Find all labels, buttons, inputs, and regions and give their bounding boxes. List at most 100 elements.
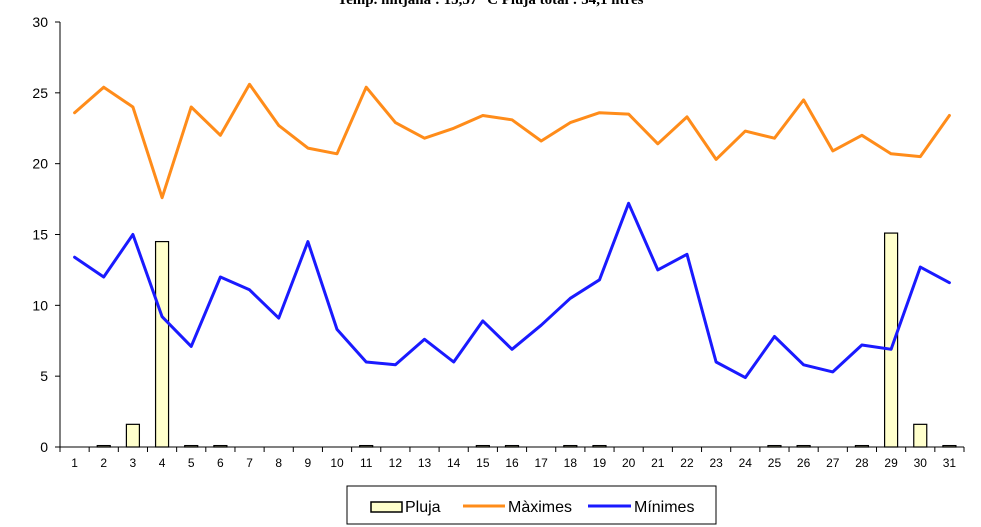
x-tick-label: 19 — [593, 456, 607, 470]
point-maximes-day-12 — [394, 363, 397, 367]
bar-pluja-day-4 — [154, 240, 170, 448]
legend: Pluja Màximes Mínimes — [346, 485, 717, 525]
x-tick-label: 21 — [651, 456, 665, 470]
y-tick-label: 20 — [32, 156, 48, 172]
series-line-minimes — [73, 82, 951, 200]
lines — [73, 82, 951, 380]
point-minimes-day-13 — [423, 136, 426, 140]
x-tick-label: 29 — [884, 456, 898, 470]
legend-label-maximes: Màximes — [508, 499, 572, 516]
bar-pluja-day-2 — [96, 444, 111, 448]
point-minimes-day-20 — [627, 112, 630, 116]
point-minimes-day-5 — [190, 105, 193, 109]
point-maximes-day-24 — [744, 376, 747, 379]
point-maximes-day-22 — [685, 253, 689, 256]
y-tick-label: 10 — [32, 297, 48, 313]
point-minimes-day-25 — [773, 136, 776, 140]
point-minimes-day-3 — [131, 105, 135, 109]
x-tick-label: 17 — [534, 456, 548, 470]
point-maximes-day-13 — [423, 338, 426, 341]
x-tick-label: 2 — [100, 456, 107, 470]
x-tick-label: 26 — [797, 456, 811, 470]
point-minimes-day-1 — [73, 111, 76, 114]
point-minimes-day-29 — [889, 152, 893, 155]
y-tick-label: 30 — [32, 14, 48, 30]
point-minimes-day-4 — [160, 196, 164, 199]
point-maximes-day-17 — [539, 323, 543, 327]
point-minimes-day-16 — [510, 118, 514, 121]
point-maximes-day-19 — [598, 278, 601, 282]
y-tick-label: 5 — [40, 368, 48, 384]
x-tick-label: 16 — [505, 456, 519, 470]
point-minimes-day-2 — [102, 85, 105, 89]
point-maximes-day-7 — [248, 288, 251, 291]
point-minimes-day-9 — [306, 146, 310, 150]
x-tick-label: 1 — [71, 456, 78, 470]
x-tick-label: 9 — [305, 456, 312, 470]
x-tick-label: 6 — [217, 456, 224, 470]
x-tick-label: 24 — [739, 456, 753, 470]
bar-pluja-day-25 — [767, 444, 782, 448]
point-maximes-day-16 — [510, 348, 514, 351]
x-tick-label: 30 — [914, 456, 928, 470]
point-minimes-day-11 — [364, 85, 368, 89]
point-maximes-day-9 — [306, 240, 310, 243]
point-maximes-day-14 — [452, 360, 455, 364]
x-tick-label: 28 — [855, 456, 869, 470]
bar-pluja-day-15 — [475, 444, 490, 448]
point-minimes-day-21 — [656, 142, 660, 146]
bar-pluja-day-5 — [184, 444, 199, 448]
bar-pluja-day-31 — [942, 444, 957, 448]
point-minimes-day-6 — [219, 134, 222, 137]
point-maximes-day-26 — [802, 363, 805, 367]
bar-pluja-day-30 — [913, 423, 928, 448]
series-line-maximes — [73, 201, 951, 380]
bar-pluja-day-26 — [796, 444, 811, 448]
point-minimes-day-17 — [539, 139, 543, 143]
point-minimes-day-22 — [685, 115, 689, 119]
point-maximes-day-30 — [919, 265, 922, 269]
x-tick-label: 18 — [564, 456, 578, 470]
y-tick-label: 0 — [40, 439, 48, 455]
bar-pluja-day-29 — [883, 232, 899, 448]
point-minimes-day-8 — [277, 124, 280, 127]
x-tick-label: 8 — [275, 456, 282, 470]
y-tick-label: 15 — [32, 227, 48, 243]
point-minimes-day-30 — [919, 155, 922, 158]
point-maximes-day-3 — [131, 233, 135, 236]
x-tick-label: 5 — [188, 456, 195, 470]
bar-pluja-day-6 — [213, 444, 228, 448]
bar-pluja-day-18 — [563, 444, 578, 448]
point-maximes-day-4 — [160, 315, 164, 318]
chart-title: Temp. mitjana : 15,57 °C Pluja total : 3… — [337, 0, 644, 8]
point-minimes-day-31 — [948, 114, 951, 117]
point-minimes-day-7 — [248, 83, 251, 86]
x-tick-label: 4 — [159, 456, 166, 470]
x-tick-label: 31 — [943, 456, 957, 470]
point-maximes-day-18 — [569, 297, 572, 300]
point-maximes-day-23 — [714, 360, 718, 364]
x-tick-label: 3 — [130, 456, 137, 470]
x-tick-label: 22 — [680, 456, 694, 470]
bar-pluja-day-19 — [592, 444, 607, 448]
y-tick-label: 25 — [32, 85, 48, 101]
point-maximes-day-6 — [219, 275, 222, 279]
point-maximes-day-21 — [656, 268, 660, 272]
x-tick-label: 23 — [709, 456, 723, 470]
point-minimes-day-14 — [452, 127, 455, 130]
point-maximes-day-25 — [773, 335, 776, 338]
point-maximes-day-29 — [889, 348, 893, 351]
x-tick-label: 7 — [246, 456, 253, 470]
point-minimes-day-28 — [860, 134, 864, 137]
point-maximes-day-10 — [335, 328, 339, 331]
x-tick-label: 13 — [418, 456, 432, 470]
point-maximes-day-8 — [277, 316, 280, 320]
x-tick-label: 10 — [330, 456, 344, 470]
legend-swatch-pluja — [370, 501, 403, 513]
x-tick-label: 12 — [389, 456, 403, 470]
point-minimes-day-12 — [394, 121, 397, 124]
bar-pluja-day-28 — [854, 444, 870, 448]
point-maximes-day-1 — [73, 255, 76, 259]
